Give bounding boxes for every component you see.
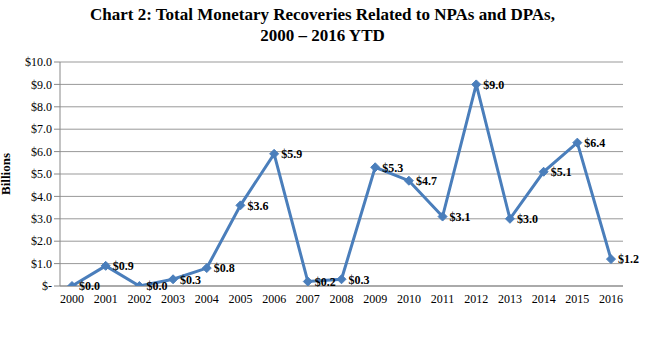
svg-text:2005: 2005 — [228, 292, 252, 306]
svg-text:2016: 2016 — [599, 292, 623, 306]
svg-text:2013: 2013 — [498, 292, 522, 306]
svg-text:$4.7: $4.7 — [416, 174, 437, 188]
svg-text:2015: 2015 — [565, 292, 589, 306]
svg-text:$8.0: $8.0 — [31, 100, 52, 114]
svg-text:$0.3: $0.3 — [349, 273, 370, 287]
svg-text:$0.0: $0.0 — [146, 279, 167, 293]
svg-text:$3.1: $3.1 — [450, 210, 471, 224]
svg-text:2004: 2004 — [195, 292, 219, 306]
svg-text:$0.8: $0.8 — [214, 261, 235, 275]
svg-text:$2.0: $2.0 — [31, 234, 52, 248]
svg-text:$1.2: $1.2 — [618, 252, 637, 266]
svg-text:$5.0: $5.0 — [31, 167, 52, 181]
svg-text:$3.0: $3.0 — [517, 212, 538, 226]
svg-text:$9.0: $9.0 — [483, 78, 504, 92]
svg-text:2002: 2002 — [127, 292, 151, 306]
svg-text:$0.2: $0.2 — [315, 275, 336, 289]
svg-text:2014: 2014 — [532, 292, 556, 306]
svg-text:$0.9: $0.9 — [113, 259, 134, 273]
svg-text:$4.0: $4.0 — [31, 190, 52, 204]
svg-text:2008: 2008 — [330, 292, 354, 306]
svg-text:$3.6: $3.6 — [247, 199, 268, 213]
svg-text:2001: 2001 — [94, 292, 118, 306]
svg-text:$1.0: $1.0 — [31, 257, 52, 271]
svg-text:$6.0: $6.0 — [31, 145, 52, 159]
svg-text:Billions: Billions — [8, 153, 13, 195]
svg-text:2010: 2010 — [397, 292, 421, 306]
svg-text:$6.4: $6.4 — [584, 136, 605, 150]
svg-text:$0.3: $0.3 — [180, 273, 201, 287]
svg-text:2000: 2000 — [60, 292, 84, 306]
svg-text:$5.3: $5.3 — [382, 161, 403, 175]
svg-text:2009: 2009 — [363, 292, 387, 306]
svg-text:$-: $- — [42, 279, 52, 293]
svg-text:2007: 2007 — [296, 292, 320, 306]
svg-text:$3.0: $3.0 — [31, 212, 52, 226]
svg-text:$7.0: $7.0 — [31, 122, 52, 136]
html-text:Chart 2: Total Monetary Recove: Chart 2: Total Monetary Recoveries Relat… — [90, 5, 555, 45]
svg-text:2006: 2006 — [262, 292, 286, 306]
svg-text:$5.1: $5.1 — [551, 165, 572, 179]
svg-text:2011: 2011 — [431, 292, 455, 306]
svg-text:2003: 2003 — [161, 292, 185, 306]
svg-text:$9.0: $9.0 — [31, 78, 52, 92]
svg-text:$5.9: $5.9 — [281, 147, 302, 161]
svg-text:$0.0: $0.0 — [79, 279, 100, 293]
svg-text:$10.0: $10.0 — [25, 55, 52, 69]
svg-text:2012: 2012 — [464, 292, 488, 306]
